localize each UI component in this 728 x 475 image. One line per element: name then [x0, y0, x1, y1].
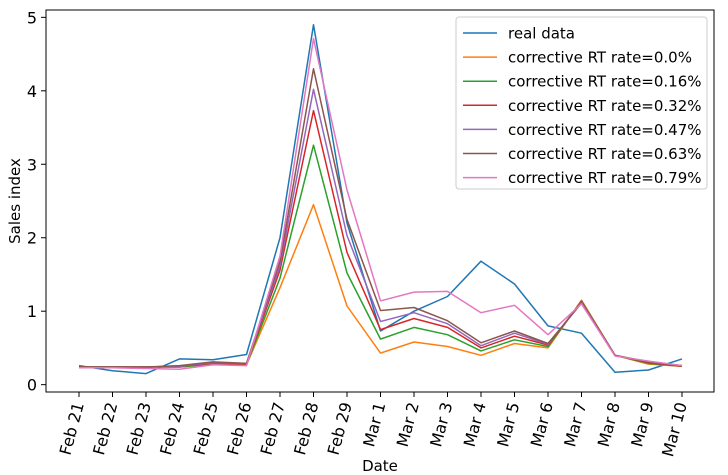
y-axis: 0 1 2 3 4 5 — [27, 8, 46, 395]
y-tick-label: 5 — [27, 8, 37, 27]
y-tick-label: 1 — [27, 302, 37, 321]
y-tick-label: 3 — [27, 155, 37, 174]
series-layer — [78, 23, 683, 375]
series-line-6 — [79, 37, 683, 370]
legend-label-5: corrective RT rate=0.63% — [508, 145, 702, 163]
series-line-0 — [78, 23, 683, 375]
legend-frame — [455, 16, 708, 190]
legend-label-1: corrective RT rate=0.0% — [508, 49, 692, 67]
x-axis-label: Date — [362, 457, 398, 475]
legend-label-6: corrective RT rate=0.79% — [508, 169, 702, 187]
y-axis-label: Sales index — [6, 158, 24, 244]
y-tick-label: 0 — [27, 376, 37, 395]
y-tick-label: 2 — [27, 229, 37, 248]
legend-label-2: corrective RT rate=0.16% — [508, 73, 702, 91]
legend-label-3: corrective RT rate=0.32% — [508, 97, 702, 115]
legend-label-0: real data — [508, 25, 575, 43]
y-tick-label: 4 — [27, 82, 37, 101]
legend: real data corrective RT rate=0.0% correcti… — [455, 16, 708, 190]
legend-label-4: corrective RT rate=0.47% — [508, 121, 702, 139]
